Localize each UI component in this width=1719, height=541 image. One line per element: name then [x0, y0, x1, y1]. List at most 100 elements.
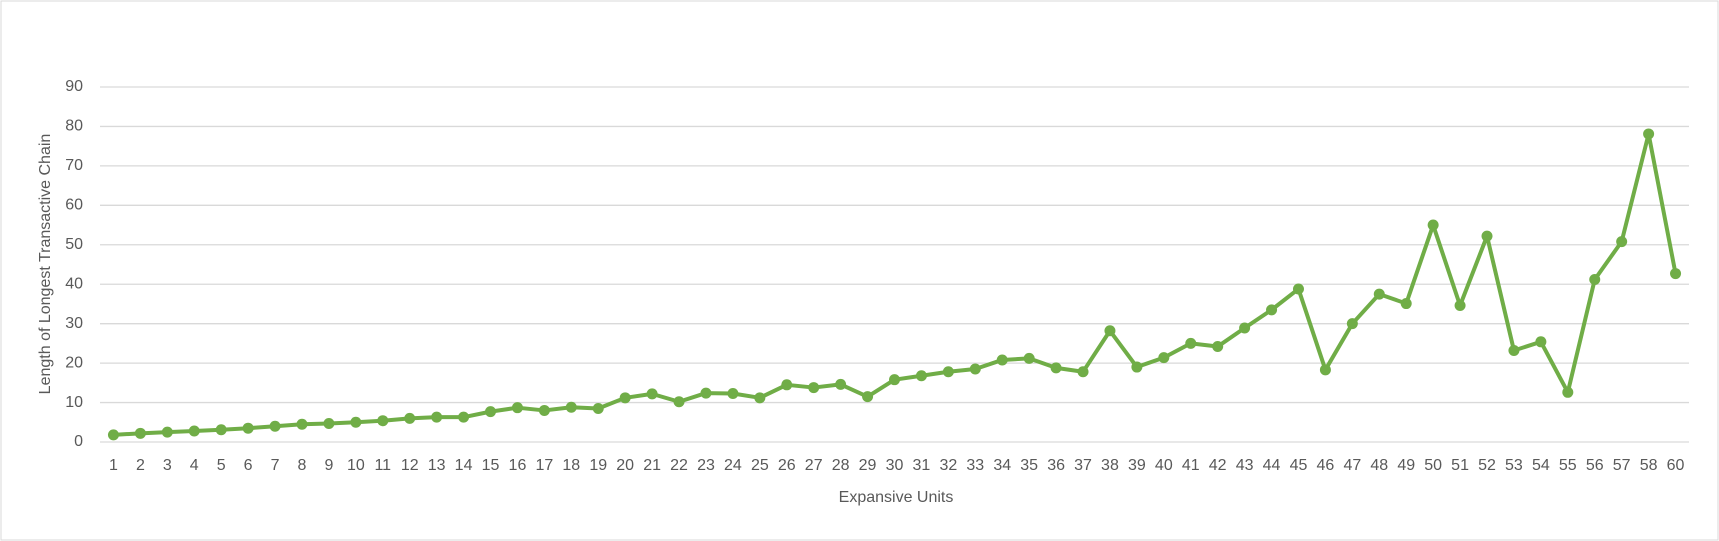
data-point	[889, 374, 900, 386]
data-point	[1292, 283, 1304, 295]
x-tick-label: 33	[966, 457, 984, 474]
x-tick-label: 6	[244, 457, 253, 474]
x-tick-label: 16	[509, 457, 527, 474]
x-tick-label: 56	[1586, 457, 1604, 474]
x-tick-label: 42	[1209, 457, 1227, 474]
data-point	[511, 402, 523, 414]
data-point	[565, 401, 577, 413]
y-tick-label: 20	[65, 354, 83, 371]
data-point	[700, 387, 712, 399]
y-tick-label: 80	[65, 118, 83, 135]
data-point	[996, 354, 1008, 366]
data-point	[1185, 337, 1197, 349]
x-tick-label: 43	[1236, 457, 1254, 474]
data-point	[485, 406, 497, 418]
x-tick-label: 1	[109, 457, 118, 474]
data-point	[1589, 273, 1601, 285]
x-tick-label: 10	[347, 457, 365, 474]
x-tick-label: 12	[401, 457, 419, 474]
data-point	[1643, 128, 1655, 140]
x-tick-label: 32	[939, 457, 957, 474]
data-point	[1158, 352, 1170, 364]
data-point	[323, 417, 335, 429]
x-tick-label: 54	[1532, 457, 1550, 474]
data-point	[431, 411, 443, 423]
y-tick-label: 30	[65, 315, 83, 332]
data-point	[1616, 236, 1628, 248]
x-tick-label: 48	[1370, 457, 1388, 474]
x-tick-label: 58	[1640, 457, 1658, 474]
x-tick-label: 36	[1047, 457, 1065, 474]
y-tick-label: 10	[65, 394, 83, 411]
x-tick-label: 29	[859, 457, 877, 474]
data-point	[619, 392, 631, 404]
data-point	[1319, 364, 1331, 376]
x-tick-label: 53	[1505, 457, 1523, 474]
x-tick-label: 8	[298, 457, 307, 474]
y-tick-label: 90	[65, 78, 83, 95]
data-point	[458, 411, 470, 423]
x-tick-label: 34	[993, 457, 1011, 474]
data-point	[808, 382, 820, 394]
data-point	[215, 424, 227, 436]
data-point	[915, 370, 927, 382]
data-point	[269, 420, 281, 432]
x-tick-label: 55	[1559, 457, 1577, 474]
data-point	[1670, 268, 1682, 280]
data-point	[646, 388, 658, 400]
y-tick-label: 40	[65, 275, 83, 292]
x-tick-label: 37	[1074, 457, 1092, 474]
data-point	[538, 404, 550, 416]
data-point	[1131, 361, 1143, 373]
y-tick-label: 50	[65, 236, 83, 253]
data-point	[350, 416, 362, 428]
data-point	[1346, 318, 1358, 330]
data-point	[727, 387, 739, 399]
data-point	[1535, 336, 1547, 348]
x-tick-label: 49	[1397, 457, 1415, 474]
x-tick-label: 26	[778, 457, 796, 474]
x-tick-label: 27	[805, 457, 823, 474]
data-point	[1104, 325, 1116, 337]
data-point	[1508, 344, 1520, 356]
x-tick-label: 11	[374, 457, 391, 474]
y-tick-label: 0	[74, 433, 83, 450]
x-tick-label: 17	[535, 457, 553, 474]
data-point	[1373, 288, 1385, 300]
data-point	[134, 427, 146, 439]
data-point	[1481, 230, 1493, 242]
data-point	[377, 415, 389, 427]
x-tick-label: 35	[1020, 457, 1038, 474]
y-tick-label: 70	[65, 157, 83, 174]
data-point	[1454, 300, 1466, 312]
x-tick-label: 50	[1424, 457, 1442, 474]
data-point	[754, 392, 766, 404]
x-tick-label: 40	[1155, 457, 1173, 474]
x-tick-label: 15	[482, 457, 500, 474]
x-tick-label: 18	[562, 457, 580, 474]
x-axis-title: Expansive Units	[839, 489, 954, 506]
x-tick-label: 7	[271, 457, 280, 474]
x-tick-label: 22	[670, 457, 688, 474]
x-tick-label: 20	[616, 457, 634, 474]
data-point	[942, 366, 954, 378]
data-point	[1239, 322, 1251, 334]
data-point	[296, 418, 308, 430]
x-tick-label: 46	[1317, 457, 1335, 474]
data-point	[1212, 341, 1224, 353]
x-tick-label: 47	[1343, 457, 1361, 474]
data-point	[107, 429, 119, 441]
y-tick-label: 60	[65, 197, 83, 214]
data-point	[592, 402, 604, 414]
data-point	[1077, 366, 1089, 378]
x-tick-label: 52	[1478, 457, 1496, 474]
x-tick-label: 13	[428, 457, 446, 474]
data-point	[188, 425, 200, 437]
x-tick-label: 45	[1290, 457, 1308, 474]
x-tick-label: 14	[455, 457, 473, 474]
data-point	[404, 412, 416, 424]
x-tick-label: 57	[1613, 457, 1631, 474]
data-point	[1427, 219, 1439, 231]
x-tick-label: 28	[832, 457, 850, 474]
